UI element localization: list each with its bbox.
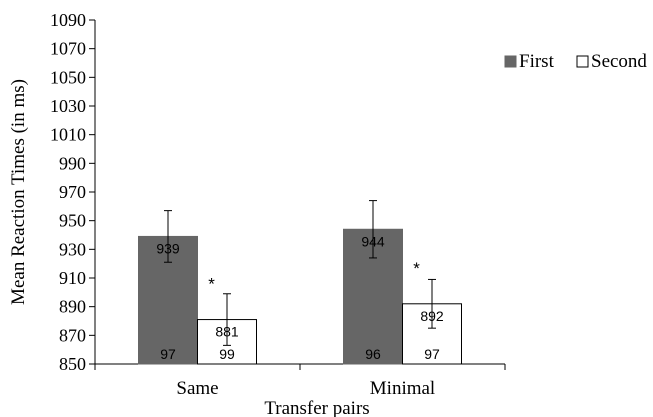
n-label: 96 (365, 346, 381, 362)
x-axis: Same Minimal (94, 363, 506, 399)
y-tick-label: 870 (59, 325, 86, 345)
legend-label: First (519, 51, 555, 72)
value-label: 892 (420, 308, 444, 324)
y-axis: 850 870 890 910 930 950 970 990 1010 1030 1050 1070… (50, 10, 96, 374)
error-bars (164, 200, 436, 346)
x-category-label: Same (176, 378, 218, 399)
legend-swatch (504, 55, 517, 68)
value-label: 939 (156, 240, 180, 256)
n-label: 97 (424, 346, 440, 362)
y-tick-label: 1010 (50, 125, 86, 145)
y-tick-label: 1050 (50, 67, 86, 87)
y-tick-label: 890 (59, 297, 86, 317)
legend: First Second (504, 51, 647, 72)
n-label: 97 (160, 346, 176, 362)
y-tick-label: 1070 (50, 39, 86, 59)
x-category-label: Minimal (370, 378, 435, 399)
data-labels: 939 97 881 99 * 944 96 892 97 * (156, 233, 444, 362)
y-tick-label: 970 (59, 182, 86, 202)
bars (138, 228, 462, 365)
value-label: 881 (215, 324, 239, 340)
significance-mark: * (413, 259, 420, 278)
y-tick-label: 930 (59, 239, 86, 259)
significance-mark: * (208, 275, 215, 294)
x-axis-title: Transfer pairs (264, 398, 369, 417)
y-tick-label: 910 (59, 268, 86, 288)
n-label: 99 (219, 346, 235, 362)
y-tick-label: 1090 (50, 10, 86, 30)
legend-swatch (576, 55, 589, 68)
value-label: 944 (361, 233, 385, 249)
y-tick-label: 1030 (50, 96, 86, 116)
legend-label: Second (591, 51, 647, 72)
y-tick-label: 950 (59, 211, 86, 231)
y-tick-label: 850 (59, 354, 86, 374)
y-tick-label: 990 (59, 153, 86, 173)
y-axis-title: Mean Reaction Times (in ms) (8, 79, 29, 305)
